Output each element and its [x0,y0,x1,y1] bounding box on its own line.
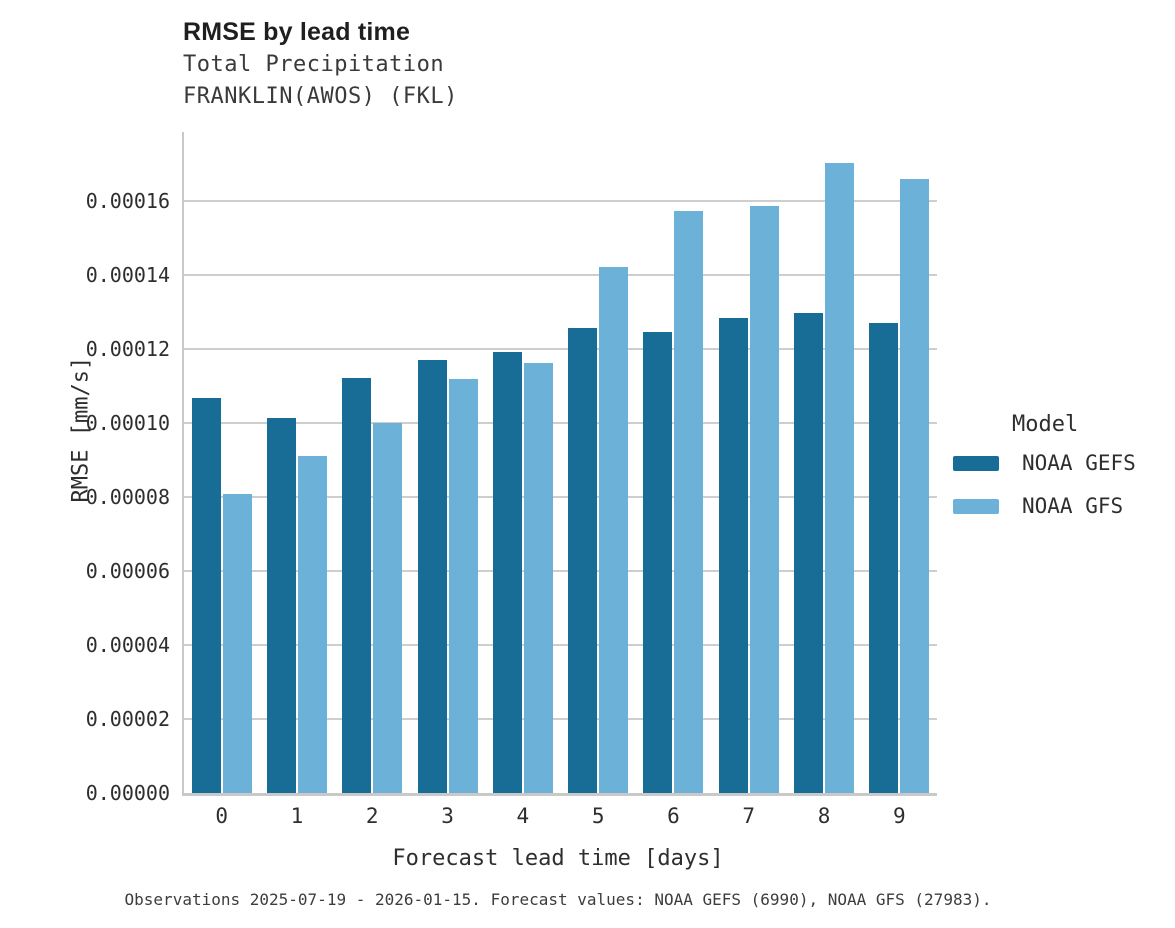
footer-caption: Observations 2025-07-19 - 2026-01-15. Fo… [124,890,992,909]
bar-noaa-gfs-2 [373,423,403,793]
bar-noaa-gfs-4 [523,362,553,793]
gridline [184,348,937,351]
bar-noaa-gefs-7 [718,318,748,793]
bar-noaa-gefs-3 [417,360,447,793]
bar-noaa-gefs-2 [342,378,372,793]
bar-noaa-gfs-8 [825,162,855,793]
bar-noaa-gefs-1 [266,417,296,793]
gridline [184,200,937,203]
bar-noaa-gefs-4 [492,351,522,793]
bar-noaa-gefs-5 [568,328,598,793]
gridline [184,570,937,573]
y-tick-label: 0.00000 [85,781,170,805]
bar-noaa-gefs-8 [794,313,824,793]
plot-area: 0.00000 0.00002 0.00004 0.00006 0.00008 0.000… [86,132,937,828]
chart-title: RMSE by lead time [183,18,411,46]
y-tick-label: 0.00012 [85,337,170,362]
x-axis-label: Forecast lead time [days] [392,846,724,871]
bar-noaa-gefs-0 [191,398,221,793]
bar-noaa-gfs-9 [900,178,930,793]
gridline [184,496,937,499]
x-tick-label: 6 [667,804,680,828]
y-tick-label: 0.00002 [85,707,170,732]
gridline [184,718,937,721]
bar-noaa-gfs-1 [297,456,327,793]
bar-noaa-gfs-3 [448,378,478,793]
y-tick-label: 0.00004 [85,633,170,658]
x-tick-label: 2 [365,804,379,828]
x-tick-label: 3 [441,804,454,828]
x-tick-label: 0 [215,804,228,828]
legend-label: NOAA GEFS [1022,451,1136,475]
bar-noaa-gfs-7 [749,206,779,793]
gridline [184,274,937,277]
y-tick-label: 0.00010 [85,411,170,436]
legend-entry: NOAA GFS [953,494,1168,518]
legend-entry: NOAA GEFS [953,451,1168,475]
y-tick-label: 0.00006 [85,559,170,584]
y-tick-label: 0.00008 [85,485,170,510]
x-tick-label: 7 [742,804,756,828]
legend-title: Model [1012,412,1079,437]
chart-subtitle-variable: Total Precipitation [183,52,445,77]
bar-noaa-gfs-5 [599,267,629,793]
legend-label: NOAA GFS [1022,494,1124,518]
legend: Model NOAA GEFS NOAA GFS [953,412,1168,537]
y-tick-label: 0.00016 [85,189,170,214]
bar-noaa-gefs-6 [643,332,673,793]
x-tick-label: 1 [290,804,304,828]
gridline [184,644,937,647]
x-tick-label: 9 [893,804,906,828]
bar-noaa-gfs-0 [222,494,252,793]
x-tick-label: 4 [516,804,530,828]
legend-swatch-noaa-gefs [953,455,999,471]
chart-subtitle-station: FRANKLIN(AWOS) (FKL) [183,84,458,109]
legend-swatch-noaa-gfs [953,498,999,514]
x-tick-label: 8 [817,804,831,828]
y-tick-label: 0.00014 [85,263,170,288]
gridline [184,422,937,425]
bar-noaa-gefs-9 [869,322,899,793]
bar-noaa-gfs-6 [674,211,704,793]
x-tick-label: 5 [591,804,605,828]
